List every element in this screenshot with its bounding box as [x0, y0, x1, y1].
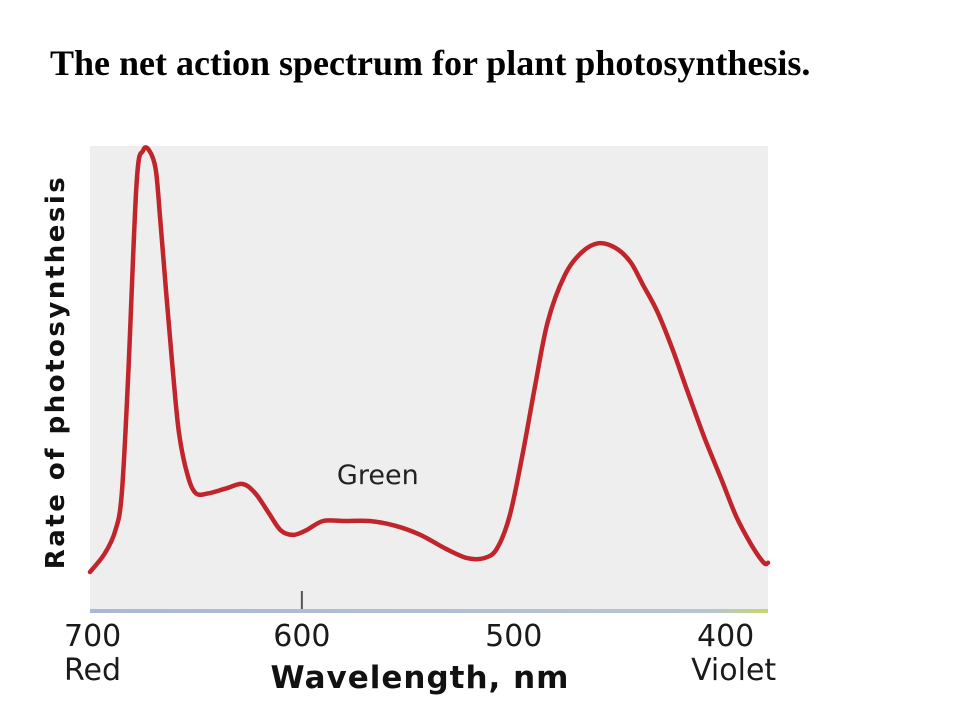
- plot-area: [90, 146, 768, 611]
- spectrum-line: [87, 145, 771, 575]
- x-axis-line: [90, 609, 768, 613]
- green-annotation: Green: [337, 460, 419, 491]
- slide-title: The net action spectrum for plant photos…: [50, 43, 811, 83]
- x-tick-label-700: 700: [64, 619, 121, 654]
- x-axis-title: Wavelength, nm: [271, 660, 570, 696]
- x-tick-label-500: 500: [485, 619, 542, 654]
- x-tick-label-400: 400: [697, 619, 754, 654]
- x-tick-label-600: 600: [273, 619, 330, 654]
- x-tick-sublabel-700: Red: [64, 653, 121, 688]
- y-axis-title: Rate of photosynthesis: [41, 175, 71, 570]
- x-tick-sublabel-400: Violet: [691, 653, 776, 688]
